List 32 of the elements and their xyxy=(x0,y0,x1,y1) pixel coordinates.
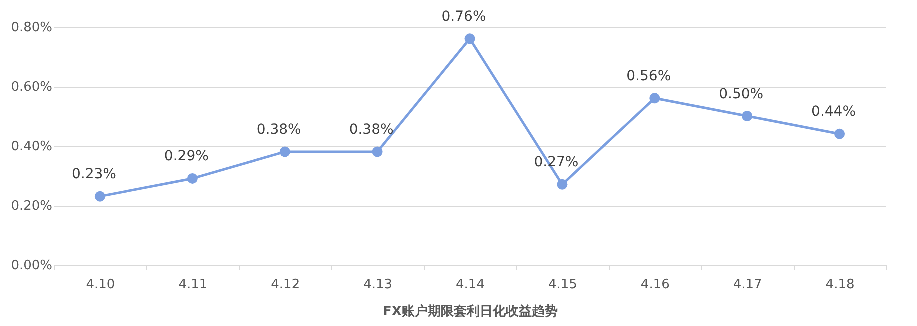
y-tick-label: 0.20% xyxy=(11,199,52,214)
point xyxy=(464,34,476,44)
y-tick-label: 0.80% xyxy=(11,20,52,36)
point xyxy=(94,191,106,202)
x-tick-label: 4.14 xyxy=(456,278,485,292)
point xyxy=(557,179,568,190)
x-axis-title: FX账户期限套利日化收益趋势 xyxy=(383,304,558,320)
data-label: 0.29% xyxy=(164,148,209,165)
data-label: 0.44% xyxy=(812,104,856,120)
x-tick-label: 4.13 xyxy=(364,278,393,292)
data-label: 0.56% xyxy=(626,68,672,84)
point xyxy=(834,128,846,140)
x-tick-label: 4.12 xyxy=(271,278,300,292)
point xyxy=(372,146,383,158)
point xyxy=(280,146,290,158)
point xyxy=(650,93,660,104)
data-label: 0.23% xyxy=(72,166,116,183)
y-tick-label: 0.40% xyxy=(11,140,52,154)
data-label: 0.76% xyxy=(442,8,486,25)
x-tick-label: 4.10 xyxy=(86,278,116,292)
x-tick-label: 4.17 xyxy=(733,278,762,292)
data-label: 0.38% xyxy=(349,122,394,138)
data-label: 0.38% xyxy=(256,122,302,138)
y-tick-label: 0.00% xyxy=(11,258,52,274)
y-tick-label: 0.60% xyxy=(11,80,52,95)
x-tick-label: 4.18 xyxy=(826,278,855,292)
x-tick-label: 4.16 xyxy=(640,278,670,292)
point xyxy=(742,111,753,122)
x-tick-label: 4.11 xyxy=(178,278,208,292)
x-tick-label: 4.15 xyxy=(548,278,578,292)
data-label: 0.50% xyxy=(719,86,764,102)
point xyxy=(187,173,198,184)
